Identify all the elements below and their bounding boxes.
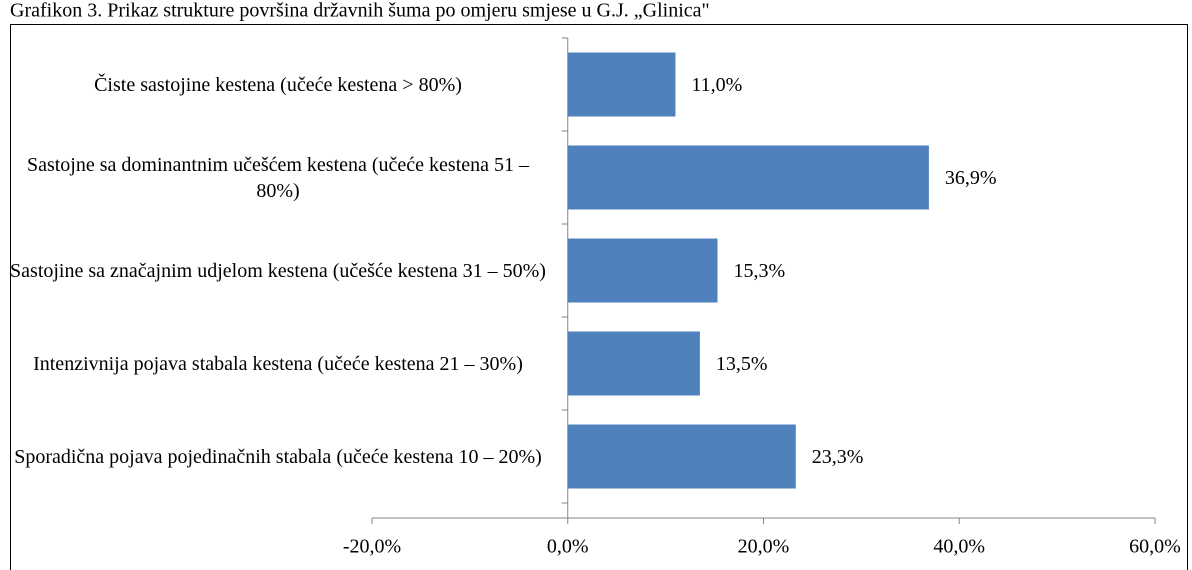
value-label: 11,0% [691, 74, 742, 96]
chart-frame [10, 24, 1188, 570]
x-tick-label: 40,0% [933, 536, 985, 558]
category-label: Sastojine sa značajnim udjelom kestena (… [10, 259, 546, 282]
value-label: 15,3% [733, 260, 785, 282]
bar [567, 145, 929, 210]
category-label: Intenzivnija pojava stabala kestena (uče… [33, 352, 523, 375]
bar [567, 424, 796, 489]
chart-title: Grafikon 3. Prikaz strukture površina dr… [10, 0, 710, 22]
category-label: Čiste sastojine kestena (učeće kestena >… [94, 73, 462, 96]
x-tick-label: 20,0% [738, 536, 790, 558]
category-label: Sastojne sa dominantnim učešćem kestena … [26, 153, 530, 202]
value-label: 13,5% [716, 353, 768, 375]
x-tick-label: -20,0% [343, 536, 401, 558]
value-label: 23,3% [812, 446, 864, 468]
category-label: Sporadična pojava pojedinačnih stabala (… [14, 445, 542, 468]
bar [567, 52, 676, 117]
bar [567, 238, 718, 303]
value-label: 36,9% [945, 167, 997, 189]
x-tick-label: 60,0% [1129, 536, 1181, 558]
bar [567, 331, 700, 396]
x-tick-label: 0,0% [547, 536, 589, 558]
